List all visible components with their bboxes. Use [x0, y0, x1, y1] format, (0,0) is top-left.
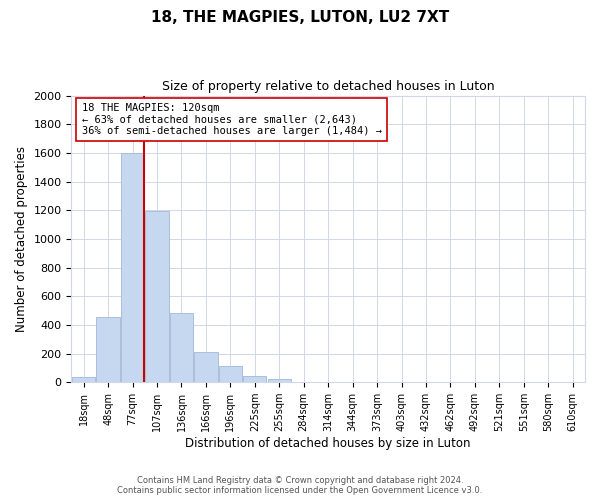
Bar	[170, 312, 193, 382]
Bar	[97, 317, 120, 382]
Bar	[121, 153, 144, 382]
Bar	[194, 352, 218, 382]
Bar	[145, 211, 169, 382]
Bar	[219, 366, 242, 382]
Bar	[72, 377, 95, 382]
X-axis label: Distribution of detached houses by size in Luton: Distribution of detached houses by size …	[185, 437, 471, 450]
Bar	[243, 376, 266, 382]
Text: 18, THE MAGPIES, LUTON, LU2 7XT: 18, THE MAGPIES, LUTON, LU2 7XT	[151, 10, 449, 25]
Title: Size of property relative to detached houses in Luton: Size of property relative to detached ho…	[162, 80, 494, 93]
Text: 18 THE MAGPIES: 120sqm
← 63% of detached houses are smaller (2,643)
36% of semi-: 18 THE MAGPIES: 120sqm ← 63% of detached…	[82, 102, 382, 136]
Bar	[268, 380, 291, 382]
Text: Contains HM Land Registry data © Crown copyright and database right 2024.
Contai: Contains HM Land Registry data © Crown c…	[118, 476, 482, 495]
Y-axis label: Number of detached properties: Number of detached properties	[15, 146, 28, 332]
